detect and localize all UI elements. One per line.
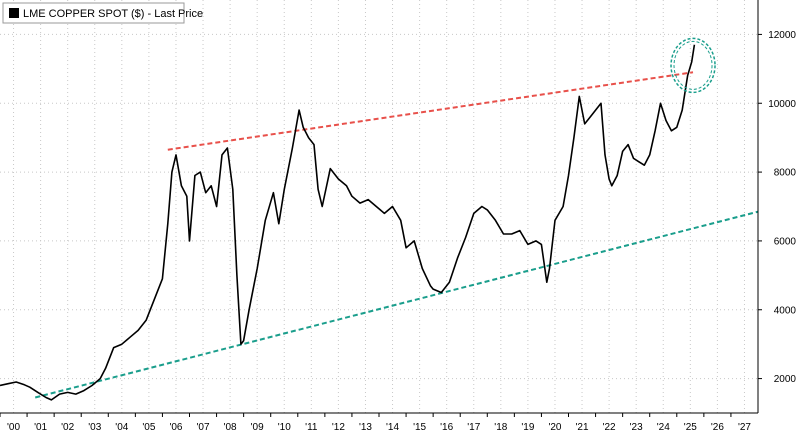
y-tick-label: 12000 bbox=[768, 30, 796, 41]
y-tick-labels: 2000 4000 6000 8000 10000 12000 bbox=[768, 30, 796, 385]
x-tick-label: '22 bbox=[603, 422, 616, 433]
x-tick-label: '04 bbox=[115, 422, 128, 433]
y-tick-label: 8000 bbox=[774, 168, 797, 179]
annotations bbox=[670, 37, 716, 94]
axes bbox=[0, 0, 762, 417]
x-tick-label: '12 bbox=[332, 422, 345, 433]
x-tick-label: '08 bbox=[224, 422, 237, 433]
x-tick-label: '02 bbox=[61, 422, 74, 433]
y-tick-label: 6000 bbox=[774, 236, 797, 247]
x-tick-label: '18 bbox=[494, 422, 507, 433]
y-tick-label: 4000 bbox=[774, 305, 797, 316]
x-tick-label: '05 bbox=[142, 422, 155, 433]
highlight-circle-inner bbox=[673, 40, 713, 90]
x-tick-label: '11 bbox=[305, 422, 318, 433]
x-tick-label: '09 bbox=[251, 422, 264, 433]
copper-price-line bbox=[0, 44, 696, 401]
x-tick-label: '01 bbox=[34, 422, 47, 433]
x-tick-label: '03 bbox=[88, 422, 101, 433]
x-tick-label: '24 bbox=[657, 422, 670, 433]
y-tick-label: 2000 bbox=[774, 374, 797, 385]
x-tick-label: '14 bbox=[386, 422, 399, 433]
highlight-circle bbox=[670, 37, 716, 94]
trendlines bbox=[34, 71, 759, 399]
y-tick-label: 10000 bbox=[768, 99, 796, 110]
x-tick-label: '23 bbox=[630, 422, 643, 433]
x-tick-label: '25 bbox=[684, 422, 697, 433]
x-tick-label: '15 bbox=[413, 422, 426, 433]
legend-label: LME COPPER SPOT ($) - Last Price bbox=[23, 8, 203, 20]
resistance-trendline bbox=[167, 71, 694, 151]
x-tick-label: '00 bbox=[7, 422, 20, 433]
legend: LME COPPER SPOT ($) - Last Price bbox=[2, 2, 203, 24]
x-tick-label: '06 bbox=[169, 422, 182, 433]
x-tick-label: '26 bbox=[711, 422, 724, 433]
price-series bbox=[0, 44, 696, 401]
x-tick-label: '13 bbox=[359, 422, 372, 433]
x-tick-label: '16 bbox=[440, 422, 453, 433]
grid-lines bbox=[0, 0, 758, 413]
legend-swatch-icon bbox=[9, 8, 19, 18]
support-trendline bbox=[34, 210, 759, 399]
x-tick-label: '19 bbox=[521, 422, 534, 433]
x-tick-label: '20 bbox=[548, 422, 561, 433]
x-tick-labels: '00 '01 '02 '03 '04 '05 '06 '07 '08 '09 '10 '11 '12 '… bbox=[7, 422, 751, 433]
x-tick-label: '27 bbox=[738, 422, 751, 433]
x-tick-label: '07 bbox=[197, 422, 210, 433]
x-tick-label: '21 bbox=[576, 422, 589, 433]
x-tick-label: '10 bbox=[278, 422, 291, 433]
x-tick-label: '17 bbox=[467, 422, 480, 433]
legend-box bbox=[2, 2, 185, 24]
